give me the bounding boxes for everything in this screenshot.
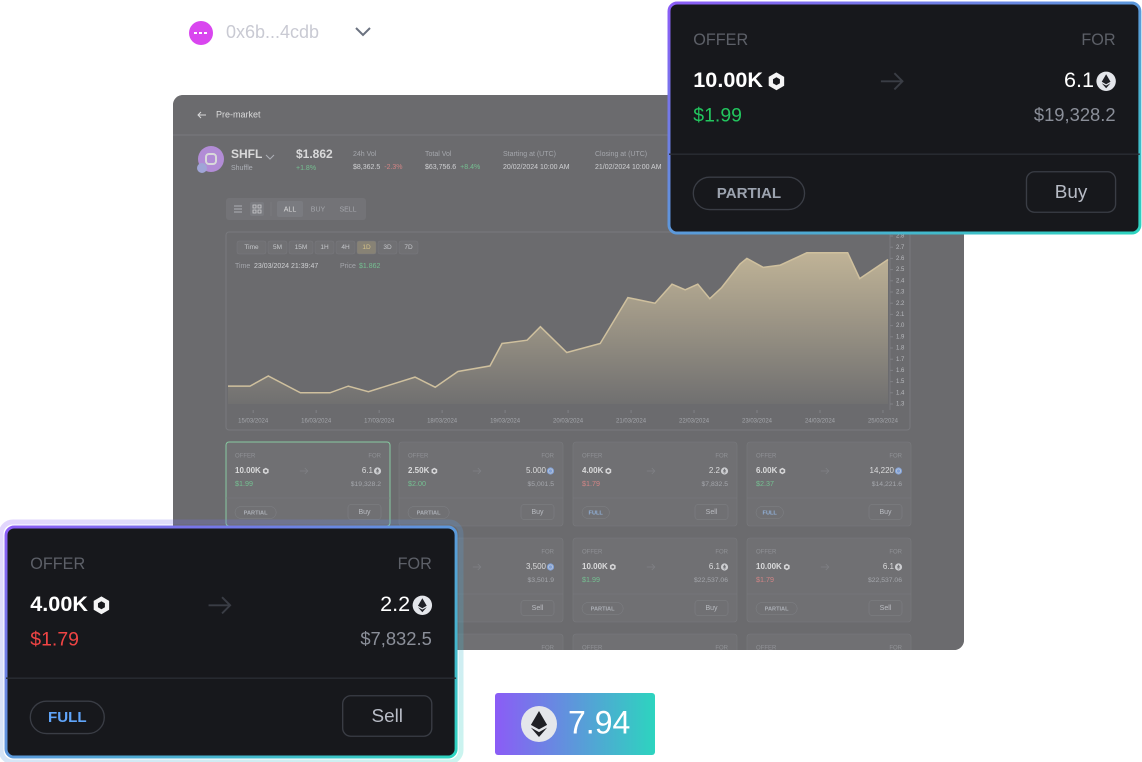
offer-label: OFFER: [693, 31, 748, 49]
icon-glyph: [1101, 74, 1111, 89]
for-total: $19,328.2: [1034, 104, 1116, 125]
for-amount: 2.2: [380, 591, 410, 616]
offer-token-icon: [768, 72, 785, 91]
order-card-zoomed: OFFER FOR 4.00K 2.2 $1.79 $7,832.5 FULL Sell: [4, 525, 458, 759]
card-glow: [0, 519, 464, 762]
order-card-zoomed: OFFER FOR 10.00K 6.1 $1.99 $19,328.2 PARTIAL Bu…: [667, 1, 1142, 235]
icon-glyph: [417, 598, 427, 613]
swap-arrow: [880, 72, 904, 91]
fill-type: PARTIAL: [717, 185, 781, 202]
offer-price: $1.79: [30, 629, 79, 651]
offer-label: OFFER: [30, 555, 85, 573]
offer-amount: 10.00K: [693, 67, 763, 92]
button-frame: [342, 695, 433, 737]
for-label: FOR: [398, 555, 432, 573]
badge-value: 7.94: [568, 704, 630, 740]
eth-icon: [1096, 71, 1116, 92]
for-total: $7,832.5: [360, 628, 431, 649]
wallet-address: 0x6b...4cdb: [226, 22, 319, 42]
offer-amount: 4.00K: [30, 591, 88, 616]
button-frame: [1025, 171, 1117, 213]
eth-icon: [521, 706, 557, 742]
eth-icon: [412, 595, 433, 616]
card-bg: [667, 1, 1142, 235]
icon-glyph: [772, 77, 780, 86]
for-label: FOR: [1081, 31, 1115, 49]
button-label: Sell: [371, 706, 403, 727]
icon-glyph: [97, 601, 105, 610]
for-amount: 6.1: [1064, 67, 1094, 92]
offer-price: $1.99: [693, 105, 742, 127]
fill-type: FULL: [48, 709, 87, 726]
fill-pill: [692, 176, 806, 211]
fill-pill: [29, 700, 105, 735]
swap-arrow: [208, 596, 232, 615]
wallet-selector[interactable]: 0x6b...4cdb: [189, 21, 371, 45]
button-label: Buy: [1055, 182, 1088, 203]
icon-glyph: [530, 711, 548, 737]
balance-badge: 7.94: [495, 693, 655, 755]
order-action-button[interactable]: Sell: [342, 695, 433, 737]
offer-token-icon: [93, 596, 110, 615]
order-action-button[interactable]: Buy: [1025, 171, 1117, 213]
dropdown-chevron: [355, 27, 371, 37]
